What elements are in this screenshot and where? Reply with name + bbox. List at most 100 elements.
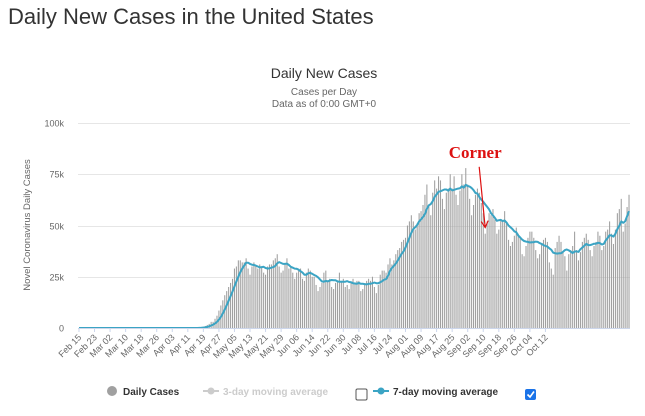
daily-cases-bar [403,239,405,328]
daily-cases-bar [467,184,469,328]
daily-cases-bar [618,209,620,328]
daily-cases-bar [228,287,230,328]
daily-cases-bar [389,258,391,328]
page-title: Daily New Cases in the United States [8,4,374,29]
daily-cases-bar [321,282,323,328]
daily-cases-bar [270,264,272,328]
daily-cases-bar [581,241,583,328]
daily-cases-bar [259,264,261,328]
daily-cases-bar [350,282,352,328]
daily-cases-bar [502,221,504,328]
daily-cases-bar [301,278,304,328]
corner-annotation-label: Corner [449,143,502,162]
daily-cases-bar [441,198,443,328]
daily-cases-bar [552,274,554,328]
daily-cases-bar [422,205,424,328]
legend-7day-checkbox[interactable] [525,389,536,400]
daily-cases-bar [572,246,574,328]
daily-cases-bar [436,188,438,328]
daily-cases-bar [535,250,537,328]
daily-cases-bar [438,176,440,328]
daily-cases-bar [408,221,410,328]
daily-cases-bar [601,250,603,328]
daily-cases-bar [498,229,500,328]
daily-cases-bar [286,258,288,328]
daily-cases-bar [426,184,428,328]
daily-cases-bar [368,278,370,328]
daily-cases-bar [395,254,397,328]
daily-cases-bar [620,198,622,328]
daily-cases-bar [434,180,436,328]
seven-day-average-line [79,183,630,329]
daily-cases-bar [410,215,412,328]
daily-cases-bar [513,235,515,328]
daily-cases-bar [605,231,607,328]
daily-cases-bar [401,241,403,328]
legend-item-7day-average[interactable]: 7-day moving average [373,387,498,398]
daily-cases-bar [459,190,461,328]
daily-cases-bar [296,272,298,328]
daily-cases-bar [282,270,284,328]
daily-cases-bar [519,237,521,328]
daily-cases-bar [300,268,302,328]
daily-cases-bar [609,221,611,328]
daily-cases-bar [449,174,451,328]
daily-cases-bar [379,274,381,328]
daily-cases-bar [597,231,599,328]
daily-cases-bar [420,211,422,328]
daily-cases-bar [303,280,305,328]
daily-cases-bar [568,254,570,328]
legend-3day-checkbox[interactable] [355,388,368,401]
daily-cases-bar [562,252,564,328]
daily-cases-bar [469,198,471,328]
legend-item-daily-cases[interactable]: Daily Cases [107,386,180,398]
daily-cases-bar [352,278,354,328]
daily-cases-bar [579,252,581,328]
daily-cases-bar [554,248,556,328]
y-tick-label: 50k [49,222,64,232]
daily-cases-bar [614,229,616,328]
daily-cases-bar [542,239,545,328]
daily-cases-bar [268,264,270,328]
daily-cases-bar [342,278,344,328]
daily-cases-bar [548,262,550,328]
corner-arrow-head [480,220,489,229]
daily-cases-bar [488,213,490,328]
daily-cases-bar [509,246,511,328]
daily-cases-bar [412,221,414,328]
daily-cases-bar [529,231,531,328]
daily-cases-bar [587,239,589,328]
daily-cases-bar [253,262,255,328]
y-axis-title: Novel Coronavirus Daily Cases [22,159,33,291]
daily-cases-bar [482,213,484,328]
legend-item-3day-average[interactable]: 3-day moving average [203,387,328,398]
y-tick-label: 0 [59,324,64,334]
daily-cases-bar [387,264,389,328]
daily-cases-bar [418,213,420,328]
daily-cases-bar [432,192,434,328]
daily-cases-bar [263,272,265,328]
daily-cases-bar [333,289,335,328]
daily-cases-bar [274,258,276,328]
daily-cases-bar [539,254,541,328]
daily-cases-bar [576,250,578,328]
daily-cases-bar [523,256,525,328]
y-tick-label: 75k [49,170,64,180]
daily-cases-bar [560,241,562,328]
daily-cases-bar [393,260,395,328]
daily-cases-bar [383,270,385,328]
daily-cases-bar [406,225,408,328]
daily-cases-bar [309,270,311,328]
daily-cases-bar [235,266,237,328]
daily-cases-bar [237,260,239,328]
daily-cases-bar [356,280,358,328]
daily-cases-bar [585,233,587,328]
corner-arrow-shaft [478,166,486,228]
daily-cases-bar [533,237,535,328]
daily-cases-bar [428,205,430,328]
daily-cases-bar [546,241,548,328]
daily-cases-bar [335,282,337,328]
daily-cases-bar [317,291,319,328]
daily-cases-bar [599,235,601,328]
daily-cases-bar [457,205,459,328]
